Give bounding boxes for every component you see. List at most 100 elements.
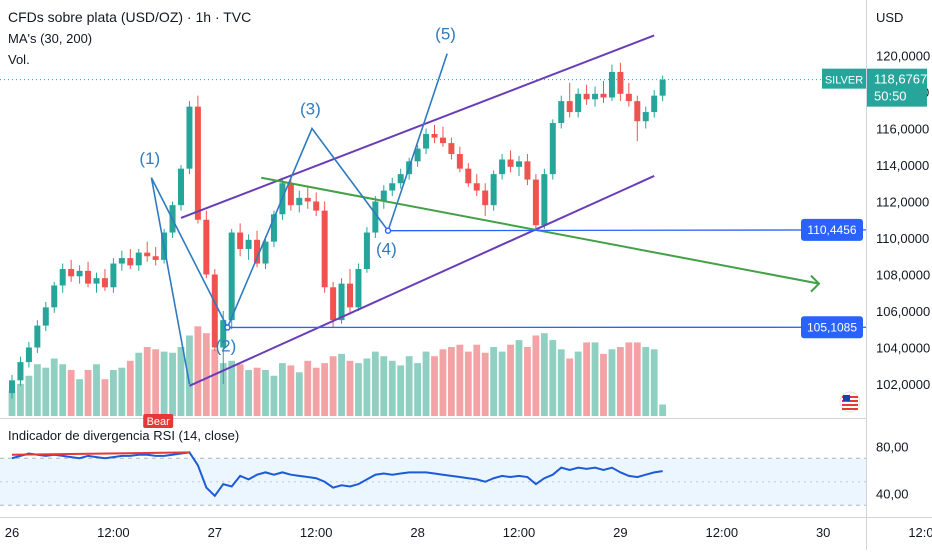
- candle-body: [355, 269, 361, 307]
- candle-body: [77, 271, 83, 276]
- volume-bar: [211, 349, 218, 416]
- candle-body: [474, 183, 480, 190]
- candle-body: [601, 94, 607, 98]
- volume-bar: [186, 336, 193, 417]
- candle-body: [541, 174, 547, 225]
- volume-bar: [178, 347, 185, 416]
- volume-bar: [575, 352, 582, 416]
- volume-bar: [431, 356, 438, 416]
- price-tick-label: 116,0000: [876, 122, 929, 137]
- volume-bar: [110, 370, 117, 416]
- level-anchor-dot: [386, 228, 391, 233]
- price-tick-label: 106,0000: [876, 304, 930, 319]
- price-tick-label: 104,0000: [876, 341, 930, 356]
- volume-bar: [507, 345, 514, 416]
- candle-body: [533, 180, 539, 226]
- price-tick-label: 114,0000: [876, 158, 929, 173]
- volume-bar: [85, 370, 92, 416]
- volume-bar: [372, 352, 379, 416]
- candle-body: [203, 220, 209, 275]
- volume-bar: [34, 364, 41, 416]
- volume-bar: [195, 326, 202, 416]
- time-tick-label: 12:00: [97, 525, 130, 540]
- candle-body: [195, 107, 201, 220]
- volume-bar: [600, 354, 607, 416]
- candle-body: [119, 258, 125, 263]
- candle-body: [305, 198, 311, 202]
- time-tick-label: 12:00: [300, 525, 333, 540]
- volume-bar: [397, 365, 404, 416]
- candle-body: [153, 256, 159, 260]
- time-tick-label: 29: [613, 525, 627, 540]
- candle-body: [617, 72, 623, 94]
- volume-bar: [609, 349, 616, 416]
- volume-bar: [634, 342, 641, 416]
- candle-body: [651, 96, 657, 112]
- volume-bar: [456, 345, 463, 416]
- wave-label: (4): [376, 240, 397, 259]
- volume-bar: [93, 364, 100, 416]
- volume-bar: [389, 361, 396, 416]
- candle-body: [229, 233, 235, 321]
- volume-bar: [118, 368, 125, 416]
- volume-bar: [516, 340, 523, 416]
- candle-body: [457, 154, 463, 169]
- candle-body: [389, 183, 395, 190]
- volume-bar: [271, 376, 278, 416]
- candle-body: [34, 326, 40, 348]
- volume-bar: [364, 359, 371, 417]
- candle-body: [516, 161, 522, 166]
- candle-body: [51, 285, 57, 307]
- volume-bar: [42, 368, 49, 416]
- candle-body: [85, 271, 91, 284]
- candle-body: [432, 134, 438, 138]
- candle-body: [567, 101, 573, 112]
- candle-body: [144, 253, 150, 257]
- current-price-label: 118,6767: [874, 72, 927, 87]
- bear-label: Bear: [147, 416, 171, 428]
- price-tick-label: 110,0000: [876, 231, 929, 246]
- candle-body: [288, 183, 294, 205]
- candle-body: [102, 278, 108, 287]
- volume-bar: [330, 356, 337, 416]
- symbol-title[interactable]: CFDs sobre plata (USD/OZ) · 1h · TVC: [8, 9, 251, 25]
- candle-body: [524, 161, 530, 179]
- currency-label[interactable]: USD: [876, 10, 903, 25]
- candle-body: [322, 211, 328, 288]
- candle-body: [263, 242, 269, 264]
- candle-body: [347, 284, 353, 308]
- volume-bar: [423, 352, 430, 416]
- price-tick-label: 120,0000: [876, 49, 930, 64]
- time-tick-label: 26: [5, 525, 19, 540]
- rsi-tick-label: 80,00: [876, 440, 909, 455]
- candle-body: [237, 233, 243, 249]
- rsi-indicator-label[interactable]: Indicador de divergencia RSI (14, close): [8, 428, 239, 443]
- candle-body: [68, 269, 74, 276]
- candle-body: [592, 94, 598, 99]
- volume-bar: [152, 349, 159, 416]
- volume-bar: [659, 405, 666, 417]
- candle-body: [313, 202, 319, 211]
- candle-body: [296, 198, 302, 205]
- candle-body: [9, 380, 15, 393]
- time-tick-label: 30: [816, 525, 830, 540]
- volume-indicator-label[interactable]: Vol.: [8, 52, 30, 67]
- volume-bar: [102, 379, 109, 416]
- candle-body: [110, 264, 116, 288]
- candle-body: [482, 191, 488, 206]
- volume-bar: [482, 353, 489, 416]
- volume-bar: [287, 365, 294, 416]
- volume-bar: [465, 352, 472, 416]
- candle-body: [339, 284, 345, 321]
- candle-body: [465, 169, 471, 184]
- volume-bar: [380, 356, 387, 416]
- time-tick-label: 12:00: [706, 525, 739, 540]
- volume-bar: [583, 342, 590, 416]
- volume-bar: [296, 372, 303, 416]
- candle-body: [660, 80, 666, 96]
- ma-indicator-label[interactable]: MA's (30, 200): [8, 31, 92, 46]
- volume-bar: [566, 359, 573, 417]
- volume-bar: [76, 379, 83, 416]
